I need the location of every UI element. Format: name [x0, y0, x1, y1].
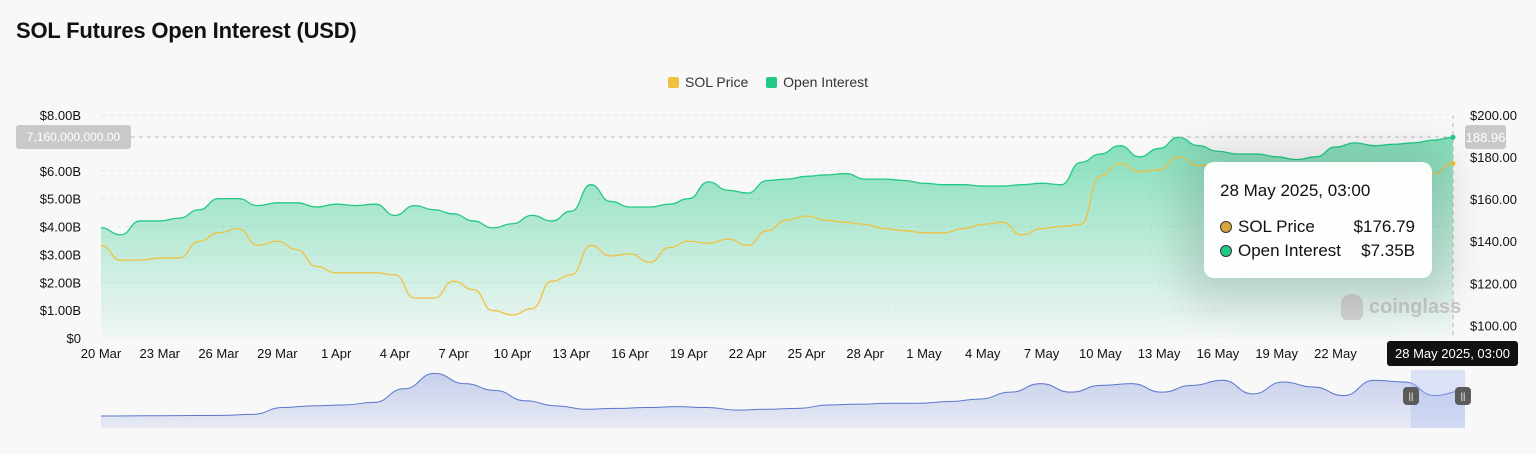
- x-tick-label: 7 Apr: [439, 346, 470, 361]
- y-left-tick-label: $6.00B: [40, 164, 81, 179]
- y-right-tick-label: $100.00: [1470, 318, 1517, 333]
- y-right-tick-label: $180.00: [1470, 150, 1517, 165]
- y-right-tick-label: $160.00: [1470, 192, 1517, 207]
- y-left-tick-label: $8.00B: [40, 108, 81, 123]
- y-right-tick-label: $140.00: [1470, 234, 1517, 249]
- x-tick-label: 23 Mar: [140, 346, 181, 361]
- tooltip-row-sol-price: SOL Price $176.79: [1220, 217, 1415, 237]
- y-right-tick-label: $120.00: [1470, 276, 1517, 291]
- legend-swatch-open-interest: [766, 76, 778, 88]
- navigator-left-handle[interactable]: ||: [1403, 387, 1419, 405]
- x-tick-label: 26 Mar: [198, 346, 239, 361]
- legend-label-sol-price: SOL Price: [685, 74, 749, 90]
- x-tick-label: 1 Apr: [321, 346, 352, 361]
- tooltip-date: 28 May 2025, 03:00: [1220, 181, 1371, 200]
- x-tick-label: 19 Apr: [670, 346, 708, 361]
- x-tick-label: 10 Apr: [494, 346, 532, 361]
- tooltip-value-sol-price: $176.79: [1353, 217, 1415, 236]
- y-left-tick-label: $3.00B: [40, 247, 81, 262]
- y-left-tick-label: $0: [67, 331, 81, 346]
- y-left-tick-label: $2.00B: [40, 275, 81, 290]
- x-tick-label: 13 May: [1138, 346, 1181, 361]
- tooltip: 28 May 2025, 03:00 SOL Price $176.79 Ope…: [1204, 162, 1432, 278]
- x-tick-label: 1 May: [906, 346, 942, 361]
- legend-item-open-interest[interactable]: Open Interest: [766, 74, 868, 90]
- tooltip-label-sol-price: SOL Price: [1238, 217, 1315, 236]
- x-tick-label: 20 Mar: [81, 346, 122, 361]
- open-interest-marker: [1450, 134, 1456, 140]
- crosshair-left-value: 7,160,000,000.00: [16, 125, 131, 149]
- x-tick-label: 29 Mar: [257, 346, 298, 361]
- open-interest-line: [100, 136, 1454, 236]
- navigator-line: [100, 372, 1466, 417]
- x-tick-label: 22 May: [1314, 346, 1357, 361]
- open-interest-area: [101, 137, 1453, 338]
- x-tick-label: 28 Apr: [846, 346, 884, 361]
- y-right-tick-label: $200.00: [1470, 108, 1517, 123]
- x-tick-label: 22 Apr: [729, 346, 767, 361]
- x-tick-label: 16 May: [1197, 346, 1240, 361]
- x-tick-label: 4 May: [965, 346, 1001, 361]
- legend-label-open-interest: Open Interest: [783, 74, 868, 90]
- x-tick-label: 25 Apr: [788, 346, 826, 361]
- y-left-tick-label: $5.00B: [40, 192, 81, 207]
- tooltip-row-open-interest: Open Interest $7.35B: [1220, 241, 1415, 261]
- navigator-area: [101, 373, 1465, 428]
- x-tick-label: 10 May: [1079, 346, 1122, 361]
- watermark: coinglass: [1341, 294, 1461, 320]
- watermark-text: coinglass: [1369, 295, 1462, 318]
- x-tick-label: 19 May: [1255, 346, 1298, 361]
- y-left-tick-label: $4.00B: [40, 220, 81, 235]
- legend-swatch-sol-price: [668, 76, 679, 88]
- x-tick-label: 13 Apr: [552, 346, 590, 361]
- tooltip-dot-sol-price: [1220, 221, 1232, 233]
- x-tick-label: 7 May: [1024, 346, 1060, 361]
- x-tick-label: 16 Apr: [611, 346, 649, 361]
- crosshair-right-value: 188.96: [1465, 125, 1506, 149]
- chart-title: SOL Futures Open Interest (USD): [16, 18, 357, 43]
- crosshair-x-value: 28 May 2025, 03:00: [1387, 341, 1518, 366]
- tooltip-value-open-interest: $7.35B: [1361, 241, 1415, 260]
- y-left-tick-label: $1.00B: [40, 303, 81, 318]
- navigator-right-handle[interactable]: ||: [1455, 387, 1471, 405]
- tooltip-dot-open-interest: [1220, 245, 1232, 257]
- tooltip-label-open-interest: Open Interest: [1238, 241, 1342, 260]
- legend-item-sol-price[interactable]: SOL Price: [668, 74, 748, 90]
- coinglass-logo-icon: [1341, 294, 1363, 320]
- sol-price-marker: [1450, 160, 1456, 166]
- x-tick-label: 4 Apr: [380, 346, 411, 361]
- legend: SOL Price Open Interest: [0, 74, 1536, 91]
